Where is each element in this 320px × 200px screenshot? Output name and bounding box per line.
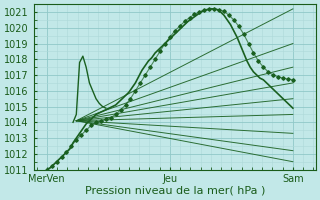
X-axis label: Pression niveau de la mer( hPa ): Pression niveau de la mer( hPa ) (84, 186, 265, 196)
